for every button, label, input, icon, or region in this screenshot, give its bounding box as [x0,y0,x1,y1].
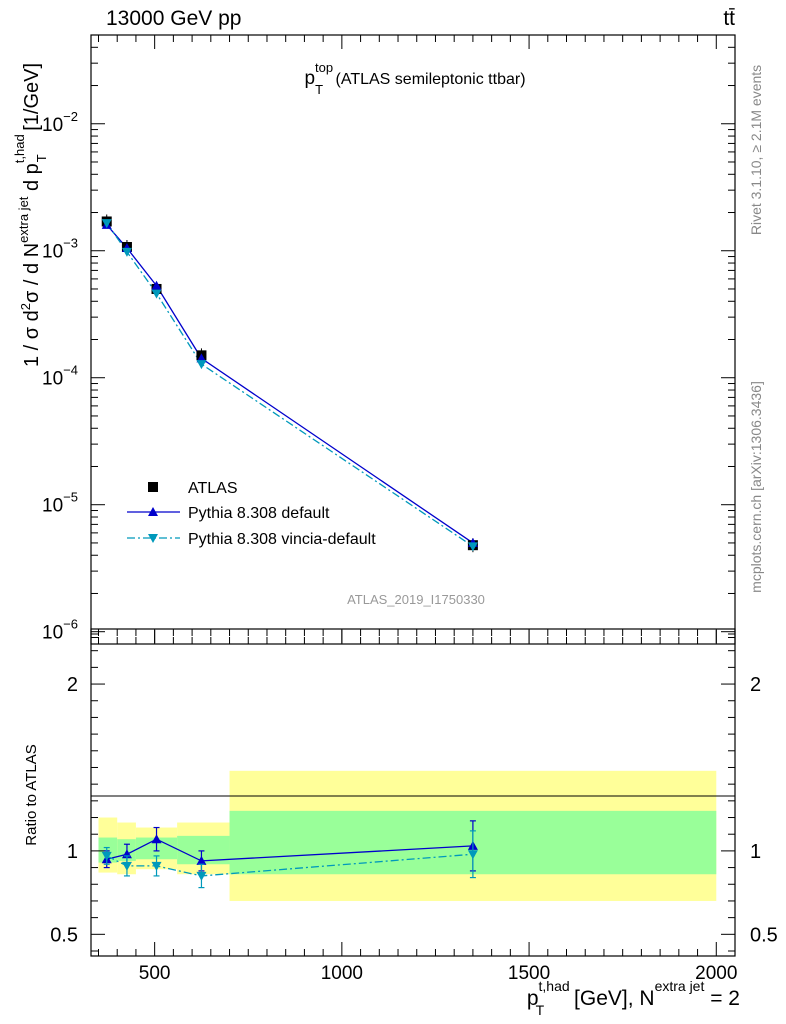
legend-label: ATLAS [188,480,238,497]
mc-point [121,247,132,257]
ratio-x-tick-label: 2000 [695,963,737,984]
main-y-tick-label: 10−4 [42,363,78,390]
mc-point [151,289,162,299]
mc-point [467,542,478,552]
legend-marker [148,534,158,543]
main-panel: 10−6 10−5 10−4 10−3 10−2 ptop T (ATLAS semile… [12,34,736,645]
energy-label: 13000 GeV pp [106,7,241,30]
mc-point [196,360,207,370]
main-series-line [106,224,474,544]
ratio-panel: 0.5 0.5 1 1 2 2 500 1000 1500 2000 Ratio to ATLAS… [23,628,778,1018]
ratio-point [101,851,112,861]
mcplots-label: mcplots.cern.ch [arXiv:1306.3436] [748,381,764,593]
mc-point [101,219,112,229]
ratio-point [121,861,132,871]
ratio-y-axis-label: Ratio to ATLAS [23,744,40,845]
main-y-axis-label: 1 / σ d2σ / d Nextra jet d pt,had T [1/Ge… [12,63,49,367]
ratio-y-tick-label: 0.5 [50,924,78,946]
ratio-point [151,834,162,844]
legend-marker-atlas [148,482,158,492]
ratio-point [196,855,207,865]
analysis-id: ATLAS_2019_I1750330 [347,592,485,607]
mc-point [151,280,162,290]
main-series-line [106,222,474,547]
ratio-point [467,850,478,860]
ratio-y-tick-label-right: 1 [750,841,761,863]
ratio-x-tick-label: 500 [139,963,171,984]
rivet-label: Rivet 3.1.10, ≥ 2.1M events [748,65,764,235]
main-y-tick-label: 10−2 [42,109,78,136]
main-y-tick-label: 10−5 [42,490,78,517]
ratio-y-tick-label: 1 [67,841,78,863]
process-label: tt̄ [723,7,735,30]
legend-label: Pythia 8.308 vincia-default [188,531,376,548]
legend-marker [148,507,158,516]
main-y-tick-label: 10−6 [42,617,78,644]
ratio-x-tick-label: 1000 [321,963,363,984]
ratio-frame [90,628,736,957]
legend-label: Pythia 8.308 default [188,505,330,522]
ratio-series [101,820,478,889]
main-y-tick-label: 10−3 [42,236,78,263]
ratio-x-tick-label: 1500 [508,963,550,984]
ratio-y-tick-label: 2 [67,674,78,696]
x-axis-label: pt,had T [GeV], Nextra jet = 2 [527,978,740,1018]
main-title: ptop T (ATLAS semileptonic ttbar) [304,60,525,97]
legend: ATLAS Pythia 8.308 default Pythia 8.308 vi… [127,480,376,548]
main-axis-ticks: 10−6 10−5 10−4 10−3 10−2 [42,34,736,645]
ratio-y-tick-label-right: 0.5 [750,924,778,946]
ratio-point [196,871,207,881]
ratio-point [151,861,162,871]
main-series [101,214,478,553]
stat-uncertainty-band [98,837,118,863]
main-frame [90,34,736,645]
ratio-axis-ticks: 0.5 0.5 1 1 2 2 500 1000 1500 2000 [50,629,778,984]
ratio-uncertainty-bands [98,770,717,901]
ratio-y-tick-label-right: 2 [750,674,761,696]
